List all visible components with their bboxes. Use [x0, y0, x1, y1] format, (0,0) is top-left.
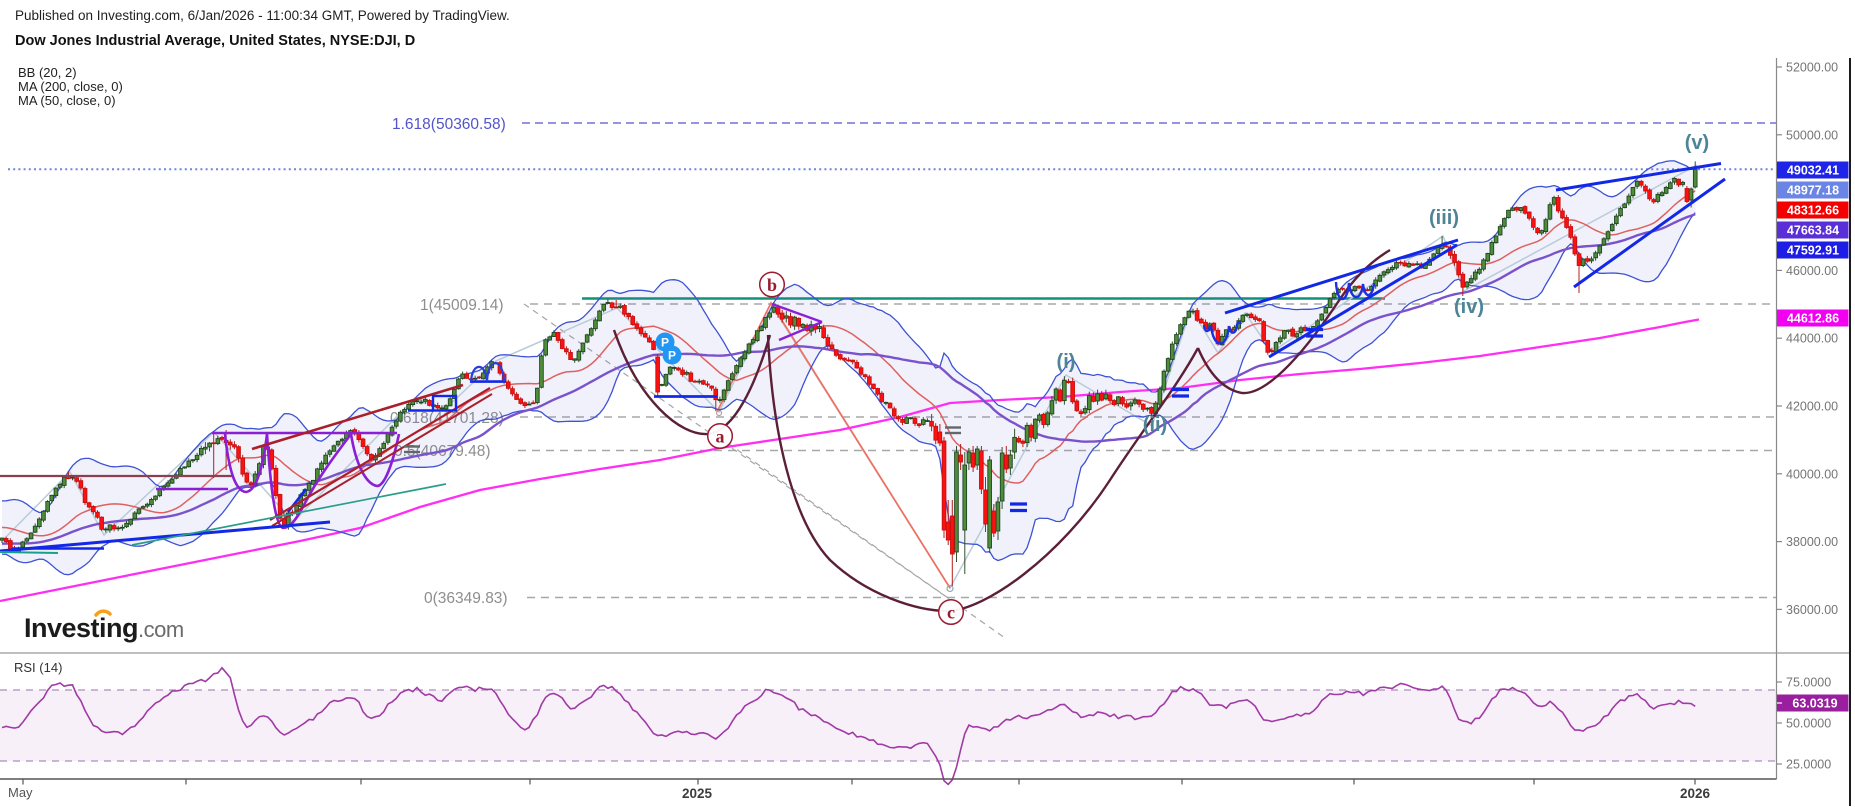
svg-text:75.0000: 75.0000	[1786, 676, 1831, 690]
svg-text:MA (200, close, 0): MA (200, close, 0)	[18, 79, 123, 94]
svg-text:48312.66: 48312.66	[1787, 204, 1839, 218]
svg-text:38000.00: 38000.00	[1786, 535, 1838, 549]
svg-text:BB (20, 2): BB (20, 2)	[18, 65, 77, 80]
svg-text:1(45009.14): 1(45009.14)	[420, 297, 504, 314]
svg-text:(ii): (ii)	[1143, 414, 1167, 436]
svg-text:2025: 2025	[682, 786, 713, 801]
svg-text:50.0000: 50.0000	[1786, 717, 1831, 731]
svg-text:Published on Investing.com, 6/: Published on Investing.com, 6/Jan/2026 -…	[15, 8, 510, 23]
svg-text:44612.86: 44612.86	[1787, 312, 1839, 326]
svg-text:P: P	[661, 336, 669, 350]
svg-text:Investing.com: Investing.com	[24, 613, 184, 643]
svg-text:MA (50, close, 0): MA (50, close, 0)	[18, 93, 116, 108]
svg-text:47592.91: 47592.91	[1787, 244, 1839, 258]
svg-text:(v): (v)	[1685, 132, 1709, 154]
svg-text:0(36349.83): 0(36349.83)	[424, 590, 508, 607]
svg-text:40000.00: 40000.00	[1786, 467, 1838, 481]
svg-text:44000.00: 44000.00	[1786, 332, 1838, 346]
svg-text:May: May	[8, 785, 33, 800]
svg-text:(i): (i)	[1057, 351, 1076, 373]
svg-text:36000.00: 36000.00	[1786, 603, 1838, 617]
svg-text:1.618(50360.58): 1.618(50360.58)	[392, 116, 506, 133]
svg-text:b: b	[767, 275, 777, 295]
svg-text:(iv): (iv)	[1454, 296, 1484, 318]
svg-text:RSI (14): RSI (14)	[14, 660, 62, 675]
svg-text:49032.41: 49032.41	[1787, 164, 1839, 178]
svg-text:63.0319: 63.0319	[1792, 697, 1837, 711]
svg-text:25.0000: 25.0000	[1786, 758, 1831, 772]
svg-text:47663.84: 47663.84	[1787, 224, 1839, 238]
svg-text:a: a	[716, 427, 725, 447]
svg-text:P: P	[668, 349, 676, 363]
svg-text:48977.18: 48977.18	[1787, 184, 1839, 198]
svg-text:42000.00: 42000.00	[1786, 400, 1838, 414]
svg-text:52000.00: 52000.00	[1786, 61, 1838, 75]
svg-text:Dow Jones Industrial Average,: Dow Jones Industrial Average, United Sta…	[15, 33, 415, 49]
svg-text:2026: 2026	[1680, 786, 1711, 801]
svg-text:0.618(41701.28): 0.618(41701.28)	[390, 410, 504, 427]
svg-text:50000.00: 50000.00	[1786, 128, 1838, 142]
svg-text:(iii): (iii)	[1429, 207, 1459, 229]
svg-text:c: c	[947, 603, 955, 623]
svg-text:46000.00: 46000.00	[1786, 264, 1838, 278]
